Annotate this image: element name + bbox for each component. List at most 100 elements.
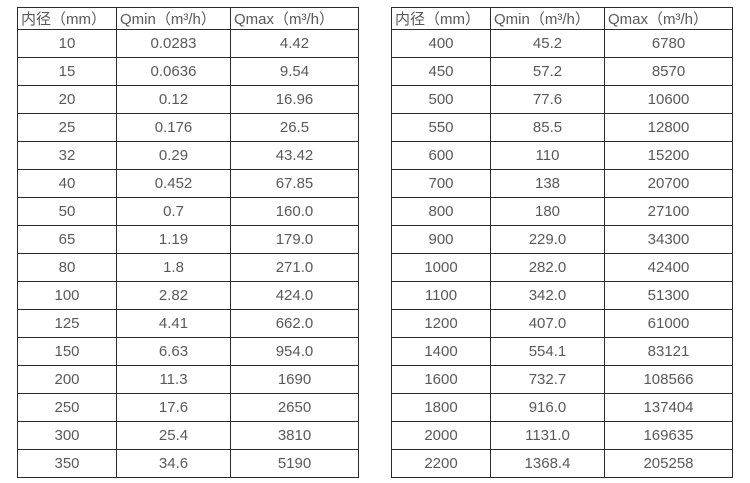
table-cell: 6780 — [604, 29, 733, 58]
table-cell: 282.0 — [490, 253, 605, 282]
table-row: 200 11.3 1690 — [17, 365, 359, 394]
table-cell: 229.0 — [490, 225, 605, 254]
table-cell: 80 — [17, 253, 117, 282]
table-cell: 138 — [490, 169, 605, 198]
table-cell: 2200 — [391, 449, 491, 478]
table-row: 150 6.63 954.0 — [17, 337, 359, 366]
table-cell: 400 — [391, 29, 491, 58]
table-cell: 180 — [490, 197, 605, 226]
table-row: 20 0.12 16.96 — [17, 85, 359, 114]
table-row: 15 0.0636 9.54 — [17, 57, 359, 86]
table-cell: 342.0 — [490, 281, 605, 310]
table-row: 10 0.0283 4.42 — [17, 29, 359, 58]
table-cell: 12800 — [604, 113, 733, 142]
flow-table-small-diameters: 内径（mm） Qmin（m³/h） Qmax（m³/h） 10 0.0283 4.4… — [17, 7, 359, 478]
flow-table-large-diameters: 内径（mm） Qmin（m³/h） Qmax（m³/h） 400 45.2 6780… — [391, 7, 733, 478]
header-diameter: 内径（mm） — [391, 7, 491, 30]
table-row: 300 25.4 3810 — [17, 421, 359, 450]
table-cell: 15200 — [604, 141, 733, 170]
table-cell: 1000 — [391, 253, 491, 282]
table-cell: 550 — [391, 113, 491, 142]
table-body: 400 45.2 6780 450 57.2 8570 500 77.6 10600 550 85.… — [391, 29, 733, 478]
table-cell: 500 — [391, 85, 491, 114]
header-diameter: 内径（mm） — [17, 7, 117, 30]
table-cell: 110 — [490, 141, 605, 170]
table-cell: 43.42 — [230, 141, 359, 170]
table-cell: 57.2 — [490, 57, 605, 86]
header-row: 内径（mm） Qmin（m³/h） Qmax（m³/h） — [391, 7, 733, 30]
table-cell: 0.12 — [116, 85, 231, 114]
table-row: 550 85.5 12800 — [391, 113, 733, 142]
header-qmin: Qmin（m³/h） — [490, 7, 605, 30]
table-cell: 83121 — [604, 337, 733, 366]
table-row: 400 45.2 6780 — [391, 29, 733, 58]
table-row: 900 229.0 34300 — [391, 225, 733, 254]
table-cell: 662.0 — [230, 309, 359, 338]
table-cell: 0.176 — [116, 113, 231, 142]
table-cell: 1690 — [230, 365, 359, 394]
table-row: 40 0.452 67.85 — [17, 169, 359, 198]
table-cell: 50 — [17, 197, 117, 226]
table-row: 65 1.19 179.0 — [17, 225, 359, 254]
table-cell: 26.5 — [230, 113, 359, 142]
table-cell: 1800 — [391, 393, 491, 422]
table-cell: 67.85 — [230, 169, 359, 198]
table-cell: 45.2 — [490, 29, 605, 58]
table-cell: 554.1 — [490, 337, 605, 366]
table-cell: 1400 — [391, 337, 491, 366]
table-row: 350 34.6 5190 — [17, 449, 359, 478]
table-cell: 51300 — [604, 281, 733, 310]
table-cell: 1200 — [391, 309, 491, 338]
table-cell: 8570 — [604, 57, 733, 86]
table-cell: 16.96 — [230, 85, 359, 114]
table-cell: 10 — [17, 29, 117, 58]
table-cell: 450 — [391, 57, 491, 86]
table-row: 32 0.29 43.42 — [17, 141, 359, 170]
table-cell: 160.0 — [230, 197, 359, 226]
table-cell: 0.0636 — [116, 57, 231, 86]
table-cell: 150 — [17, 337, 117, 366]
table-cell: 137404 — [604, 393, 733, 422]
table-cell: 2.82 — [116, 281, 231, 310]
table-cell: 954.0 — [230, 337, 359, 366]
table-cell: 600 — [391, 141, 491, 170]
table-row: 2000 1131.0 169635 — [391, 421, 733, 450]
table-cell: 179.0 — [230, 225, 359, 254]
table-row: 80 1.8 271.0 — [17, 253, 359, 282]
table-cell: 1.19 — [116, 225, 231, 254]
table-row: 500 77.6 10600 — [391, 85, 733, 114]
table-cell: 61000 — [604, 309, 733, 338]
table-cell: 0.29 — [116, 141, 231, 170]
table-cell: 424.0 — [230, 281, 359, 310]
table-cell: 0.7 — [116, 197, 231, 226]
table-cell: 732.7 — [490, 365, 605, 394]
table-cell: 169635 — [604, 421, 733, 450]
table-cell: 1100 — [391, 281, 491, 310]
table-row: 1400 554.1 83121 — [391, 337, 733, 366]
header-row: 内径（mm） Qmin（m³/h） Qmax（m³/h） — [17, 7, 359, 30]
table-cell: 27100 — [604, 197, 733, 226]
table-row: 1600 732.7 108566 — [391, 365, 733, 394]
table-cell: 0.452 — [116, 169, 231, 198]
header-qmin: Qmin（m³/h） — [116, 7, 231, 30]
table-row: 25 0.176 26.5 — [17, 113, 359, 142]
table-cell: 407.0 — [490, 309, 605, 338]
table-row: 125 4.41 662.0 — [17, 309, 359, 338]
table-body: 10 0.0283 4.42 15 0.0636 9.54 20 0.12 16.96 25 0.1… — [17, 29, 359, 478]
table-cell: 10600 — [604, 85, 733, 114]
table-cell: 3810 — [230, 421, 359, 450]
table-cell: 20 — [17, 85, 117, 114]
table-cell: 11.3 — [116, 365, 231, 394]
table-cell: 20700 — [604, 169, 733, 198]
table-cell: 300 — [17, 421, 117, 450]
table-cell: 0.0283 — [116, 29, 231, 58]
table-row: 600 110 15200 — [391, 141, 733, 170]
table-cell: 1600 — [391, 365, 491, 394]
table-cell: 25 — [17, 113, 117, 142]
table-row: 1800 916.0 137404 — [391, 393, 733, 422]
table-cell: 700 — [391, 169, 491, 198]
table-cell: 1.8 — [116, 253, 231, 282]
table-cell: 108566 — [604, 365, 733, 394]
table-cell: 15 — [17, 57, 117, 86]
